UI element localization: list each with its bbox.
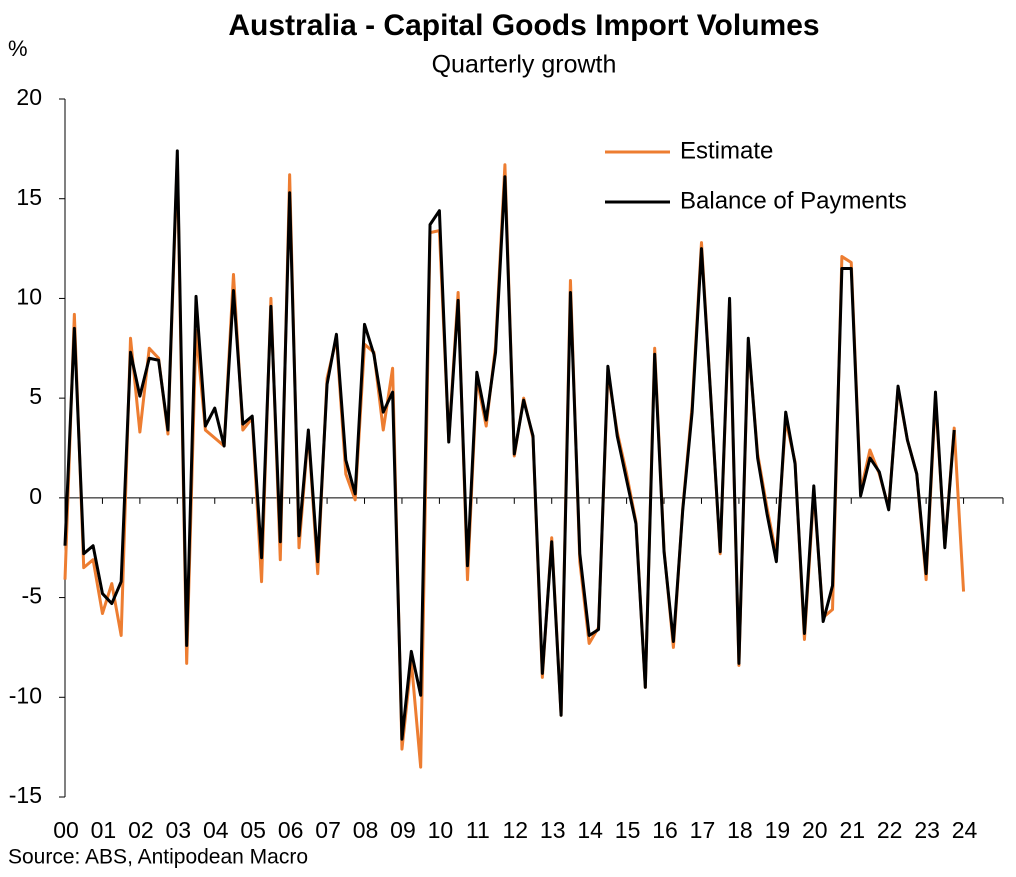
x-tick-label: 04: [203, 817, 229, 843]
x-tick-label: 19: [765, 817, 791, 843]
legend-label: Balance of Payments: [680, 187, 907, 214]
x-tick-label: 23: [914, 817, 940, 843]
y-tick-label: 15: [16, 184, 42, 210]
x-tick-label: 21: [839, 817, 865, 843]
chart-subtitle: Quarterly growth: [432, 51, 617, 79]
y-tick-label: 0: [29, 483, 42, 509]
x-tick-label: 06: [278, 817, 304, 843]
x-tick-label: 02: [128, 817, 154, 843]
x-tick-label: 00: [53, 817, 79, 843]
x-tick-label: 14: [577, 817, 603, 843]
y-tick-label: 20: [16, 84, 42, 110]
x-tick-label: 18: [727, 817, 753, 843]
x-tick-label: 07: [315, 817, 341, 843]
y-tick-label: -10: [9, 682, 42, 708]
x-tick-label: 05: [240, 817, 266, 843]
x-tick-label: 15: [615, 817, 641, 843]
y-tick-label: -5: [22, 583, 42, 609]
series-line: [63, 157, 966, 769]
x-tick-label: 12: [502, 817, 528, 843]
x-tick-label: 09: [390, 817, 416, 843]
x-tick-label: 03: [166, 817, 192, 843]
y-tick-label: -15: [9, 782, 42, 808]
x-tick-label: 22: [877, 817, 903, 843]
y-axis-label: %: [8, 36, 28, 61]
series-line: [63, 149, 956, 741]
x-tick-label: 11: [466, 817, 490, 843]
y-tick-label: 5: [29, 383, 42, 409]
y-tick-label: 10: [16, 284, 42, 310]
x-tick-label: 17: [690, 817, 716, 843]
x-tick-label: 13: [540, 817, 566, 843]
x-tick-label: 10: [428, 817, 454, 843]
x-tick-label: 16: [652, 817, 678, 843]
x-tick-label: 20: [802, 817, 828, 843]
legend-label: Estimate: [680, 137, 773, 164]
x-tick-label: 24: [952, 817, 978, 843]
source: Source: ABS, Antipodean Macro: [8, 846, 308, 869]
x-tick-label: 08: [353, 817, 379, 843]
x-tick-label: 01: [91, 817, 117, 843]
chart-title: Australia - Capital Goods Import Volumes: [228, 9, 819, 42]
